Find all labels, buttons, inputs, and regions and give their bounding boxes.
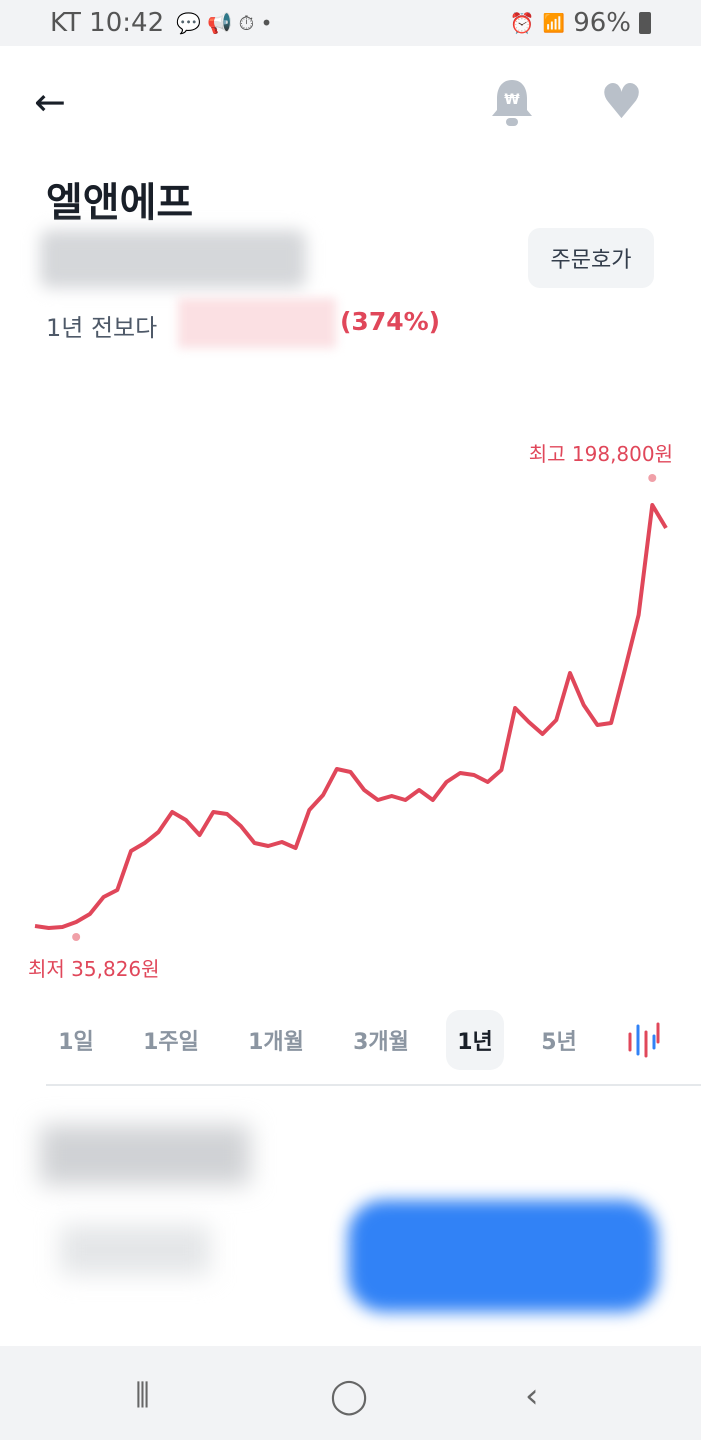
alarm-icon: ⏰ — [509, 11, 535, 35]
period-tabs: 1일 1주일 1개월 3개월 1년 5년 — [46, 1010, 701, 1086]
candlestick-chart-icon — [628, 1022, 660, 1058]
svg-text:₩: ₩ — [504, 92, 520, 108]
back-button[interactable]: ← — [34, 80, 66, 124]
carrier-time: KT 10:42 — [50, 8, 165, 38]
battery-icon — [639, 12, 651, 34]
arrow-left-icon: ← — [34, 80, 66, 124]
blurred-info-2 — [60, 1225, 210, 1275]
order-book-button[interactable]: 주문호가 — [528, 228, 654, 288]
bell-icon: ₩ — [492, 80, 532, 126]
notification-icons: 💬 📢 ⏱ • — [176, 11, 273, 35]
tab-3m[interactable]: 3개월 — [353, 1030, 409, 1055]
status-bar: KT 10:42 💬 📢 ⏱ • ⏰ 📶 96% — [0, 0, 701, 46]
change-percent: (374%) — [340, 307, 441, 336]
signal-icon: 📶 — [542, 12, 566, 34]
favorite-button[interactable]: ♥ — [600, 78, 643, 126]
recents-icon[interactable]: ⦀ — [135, 1376, 150, 1416]
compare-label: 1년 전보다 — [46, 314, 158, 342]
heart-icon: ♥ — [600, 74, 644, 130]
battery-level: 96% — [573, 8, 631, 38]
stock-name: 엘앤에프 — [46, 180, 194, 226]
current-price-blurred — [40, 230, 306, 288]
price-line — [34, 503, 668, 930]
buy-button[interactable] — [348, 1200, 658, 1312]
chart-max-label: 최고 198,800원 — [528, 442, 673, 466]
tab-5y[interactable]: 5년 — [541, 1030, 577, 1055]
home-icon[interactable]: ◯ — [330, 1376, 369, 1416]
chart-type-toggle[interactable] — [614, 1010, 674, 1070]
blurred-info — [40, 1125, 250, 1185]
system-nav-bar: ⦀ ◯ ‹ — [0, 1346, 701, 1440]
tab-1d[interactable]: 1일 — [58, 1030, 94, 1055]
max-point-marker — [648, 474, 657, 482]
price-alert-button[interactable]: ₩ — [490, 78, 534, 128]
min-point-marker — [72, 933, 81, 941]
tab-1w[interactable]: 1주일 — [143, 1030, 199, 1055]
back-nav-icon[interactable]: ‹ — [525, 1376, 539, 1416]
price-chart[interactable] — [0, 420, 701, 980]
change-amount-blurred — [178, 298, 336, 348]
chart-min-label: 최저 35,826원 — [28, 957, 160, 981]
tab-1y[interactable]: 1년 — [446, 1010, 504, 1070]
tab-1m[interactable]: 1개월 — [248, 1030, 304, 1055]
